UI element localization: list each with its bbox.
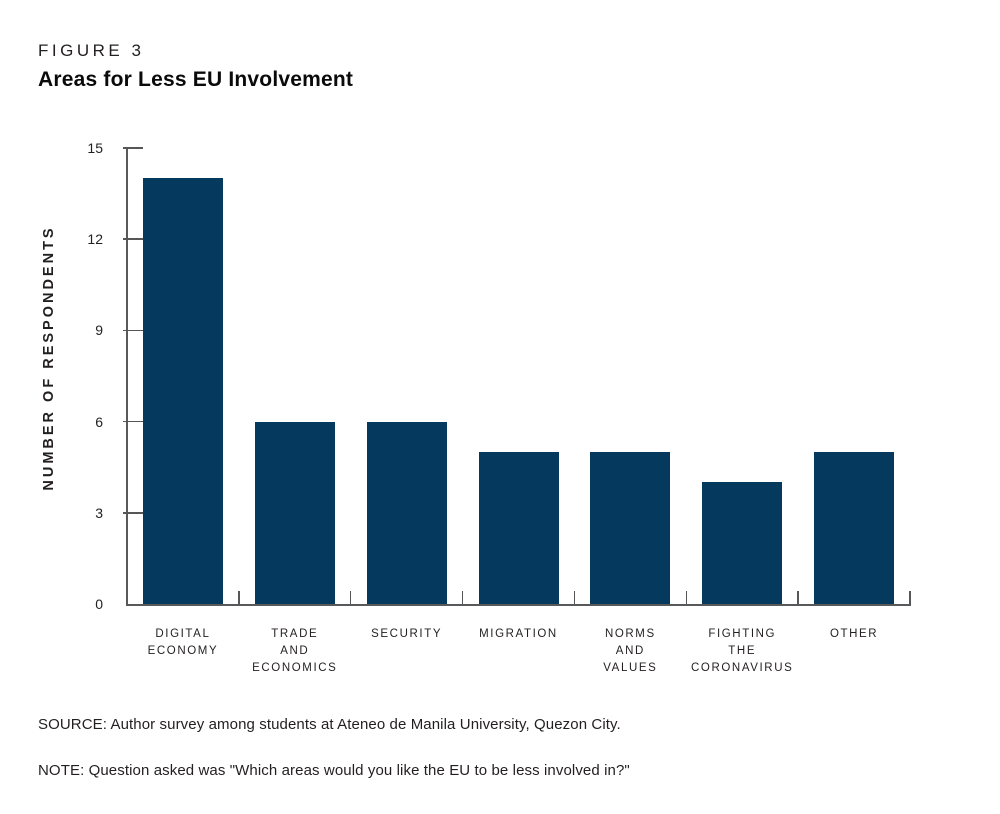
x-tick-line (685, 591, 688, 604)
x-tick-line (797, 591, 799, 604)
y-tick-label: 0 (95, 596, 103, 612)
y-axis-title: NUMBER OF RESPONDENTS (41, 225, 57, 491)
x-category-label: SECURITY (371, 628, 443, 640)
x-category-label: OTHER (829, 628, 879, 640)
x-tick-line (909, 591, 911, 604)
y-tick-label: 6 (95, 413, 103, 430)
x-category-label: MIGRATION (479, 628, 558, 640)
bar (366, 421, 447, 604)
y-tick-line (123, 420, 143, 423)
x-tick-line (461, 591, 464, 604)
bar (702, 482, 783, 604)
source-note: SOURCE: Author survey among students at … (38, 716, 621, 733)
figure-title: Areas for Less EU Involvement (38, 68, 354, 91)
y-tick-line (123, 512, 143, 514)
bar (814, 452, 895, 604)
x-tick-line (573, 591, 576, 604)
y-tick-label: 9 (95, 322, 103, 339)
bar (478, 452, 559, 604)
y-tick-label: 12 (87, 231, 103, 248)
y-axis-line (126, 148, 128, 605)
bar (254, 421, 335, 604)
y-tick-line (123, 147, 143, 149)
y-tick-line (123, 329, 143, 332)
x-tick-line (349, 591, 352, 604)
question-note: NOTE: Question asked was "Which areas wo… (38, 762, 630, 779)
y-tick-line (123, 238, 143, 240)
y-tick-label: 15 (87, 140, 103, 156)
x-axis-line (126, 604, 911, 606)
x-category-label: FIGHTING THE CORONAVIRUS (691, 628, 794, 674)
bar (590, 452, 671, 604)
figure-number-label: FIGURE 3 (38, 41, 145, 60)
x-category-label: DIGITAL ECONOMY (147, 628, 219, 657)
y-tick-label: 3 (95, 504, 103, 521)
bar (142, 178, 223, 604)
x-category-label: TRADE AND ECONOMICS (252, 628, 338, 674)
x-tick-line (238, 591, 240, 604)
bar-chart: NUMBER OF RESPONDENTS 0 3 6 9 12 15 DIGITAL E… (41, 140, 911, 674)
x-category-label: NORMS AND VALUES (603, 628, 658, 674)
